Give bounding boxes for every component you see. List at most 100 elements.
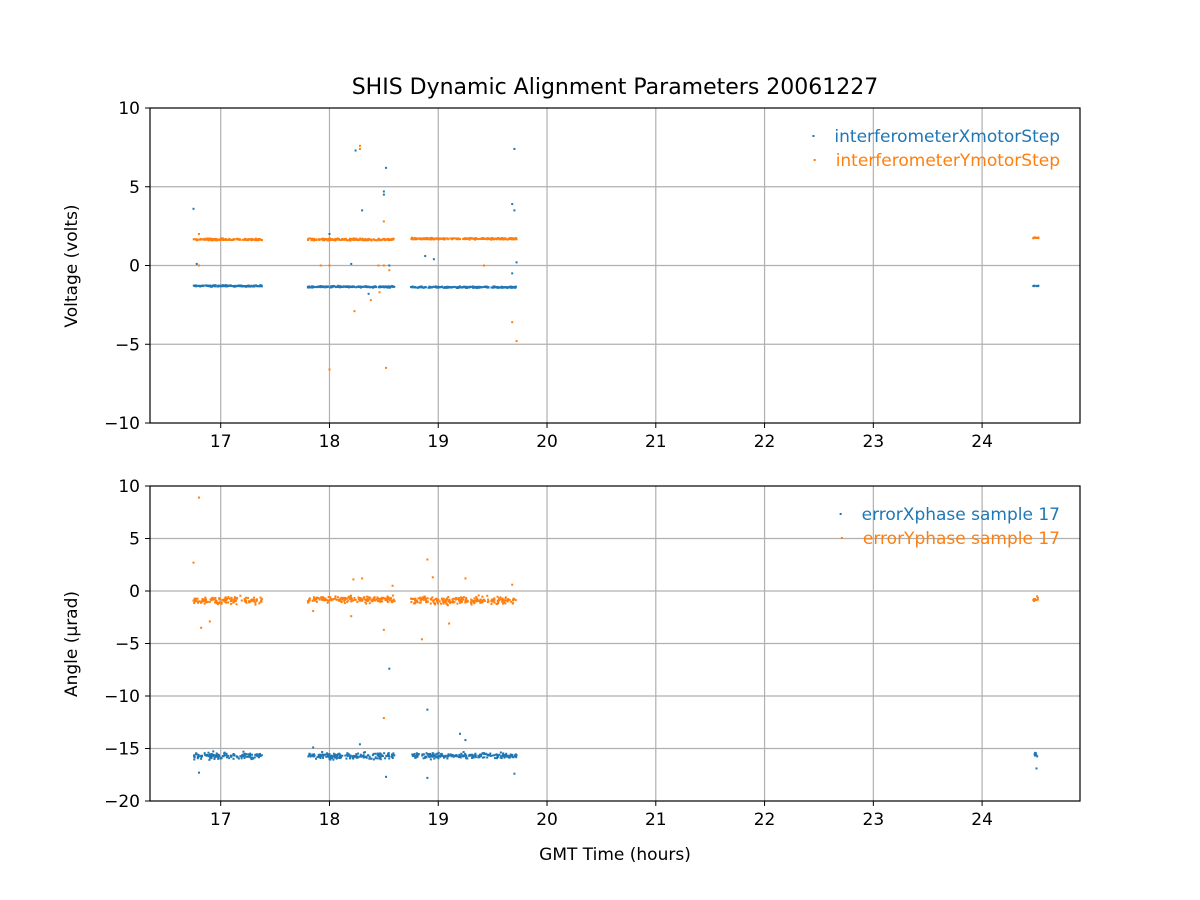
data-point <box>477 600 480 603</box>
outlier-point <box>482 264 485 267</box>
data-point <box>319 596 322 599</box>
legend-top: interferometerXmotorStep interferometerYm… <box>812 127 1060 171</box>
data-point <box>486 756 489 759</box>
data-point <box>347 599 350 602</box>
data-point <box>480 286 483 289</box>
outlier-point <box>358 743 361 746</box>
outlier-point <box>377 264 380 267</box>
data-point <box>254 753 257 756</box>
data-point <box>193 597 196 600</box>
data-point <box>494 286 497 289</box>
data-point <box>387 285 390 288</box>
data-point <box>340 600 343 603</box>
data-point <box>386 754 389 757</box>
data-point <box>219 756 222 759</box>
data-point <box>367 599 370 602</box>
data-point <box>197 285 200 288</box>
data-point <box>243 285 246 288</box>
data-point <box>463 755 466 758</box>
data-point <box>416 753 419 756</box>
data-point <box>254 601 257 604</box>
data-point <box>235 596 238 599</box>
data-point <box>234 597 237 600</box>
data-point <box>307 286 310 289</box>
data-point <box>306 600 309 603</box>
data-point <box>436 286 439 289</box>
outlier-point <box>426 558 429 561</box>
data-point <box>1032 285 1035 288</box>
data-point <box>456 286 459 289</box>
data-point <box>321 596 324 599</box>
data-point <box>376 600 379 603</box>
data-point <box>410 600 413 603</box>
data-point <box>432 600 435 603</box>
data-point <box>444 285 447 288</box>
data-point <box>241 753 244 756</box>
data-point <box>257 285 260 288</box>
data-point <box>376 597 379 600</box>
data-point <box>494 237 497 240</box>
data-point <box>384 239 387 242</box>
data-point <box>217 757 220 760</box>
data-point <box>433 602 436 605</box>
data-point <box>358 599 361 602</box>
y-tick-label: 5 <box>129 178 140 198</box>
data-point <box>381 600 384 603</box>
data-point <box>374 757 377 760</box>
data-point <box>499 596 502 599</box>
data-point <box>510 600 513 603</box>
data-point <box>417 237 420 240</box>
data-point <box>309 286 312 289</box>
data-point <box>249 755 252 758</box>
x-tick-label: 21 <box>645 432 667 452</box>
data-point <box>378 753 381 756</box>
data-point <box>378 755 381 758</box>
data-point <box>465 596 468 599</box>
data-point <box>212 753 215 756</box>
data-point <box>316 285 319 288</box>
data-point <box>349 237 352 240</box>
data-point <box>328 239 331 242</box>
data-point <box>245 755 248 758</box>
data-point <box>428 238 431 241</box>
data-point <box>390 600 393 603</box>
data-point <box>339 757 342 760</box>
data-point <box>490 286 493 289</box>
outlier-point <box>432 258 435 261</box>
data-point <box>237 237 240 240</box>
data-point <box>348 597 351 600</box>
data-point <box>359 753 362 756</box>
data-point <box>412 598 415 601</box>
data-point <box>372 238 375 241</box>
data-point <box>504 599 507 602</box>
data-point <box>1033 753 1036 756</box>
data-point <box>225 597 228 600</box>
data-point <box>221 598 224 601</box>
data-point <box>364 285 367 288</box>
y-tick-label: 10 <box>118 477 140 497</box>
data-point <box>344 598 347 601</box>
data-point <box>360 599 363 602</box>
data-point <box>201 284 204 287</box>
data-point <box>458 598 461 601</box>
outlier-point <box>511 583 514 586</box>
ticks-top: 17 18 19 20 21 22 23 24 −10 −5 0 5 10 <box>104 99 993 452</box>
data-point <box>510 755 513 758</box>
data-point <box>373 596 376 599</box>
data-point <box>386 238 389 241</box>
data-point <box>497 754 500 757</box>
data-point <box>462 598 465 601</box>
data-point <box>320 598 323 601</box>
outlier-point <box>424 255 427 258</box>
data-point <box>474 286 477 289</box>
data-point <box>415 238 418 241</box>
outlier-point <box>511 272 514 275</box>
data-point <box>479 755 482 758</box>
data-point <box>444 599 447 602</box>
data-point <box>477 285 480 288</box>
x-tick-label: 24 <box>971 810 993 830</box>
data-point <box>503 753 506 756</box>
data-point <box>360 238 363 241</box>
data-point <box>344 754 347 757</box>
